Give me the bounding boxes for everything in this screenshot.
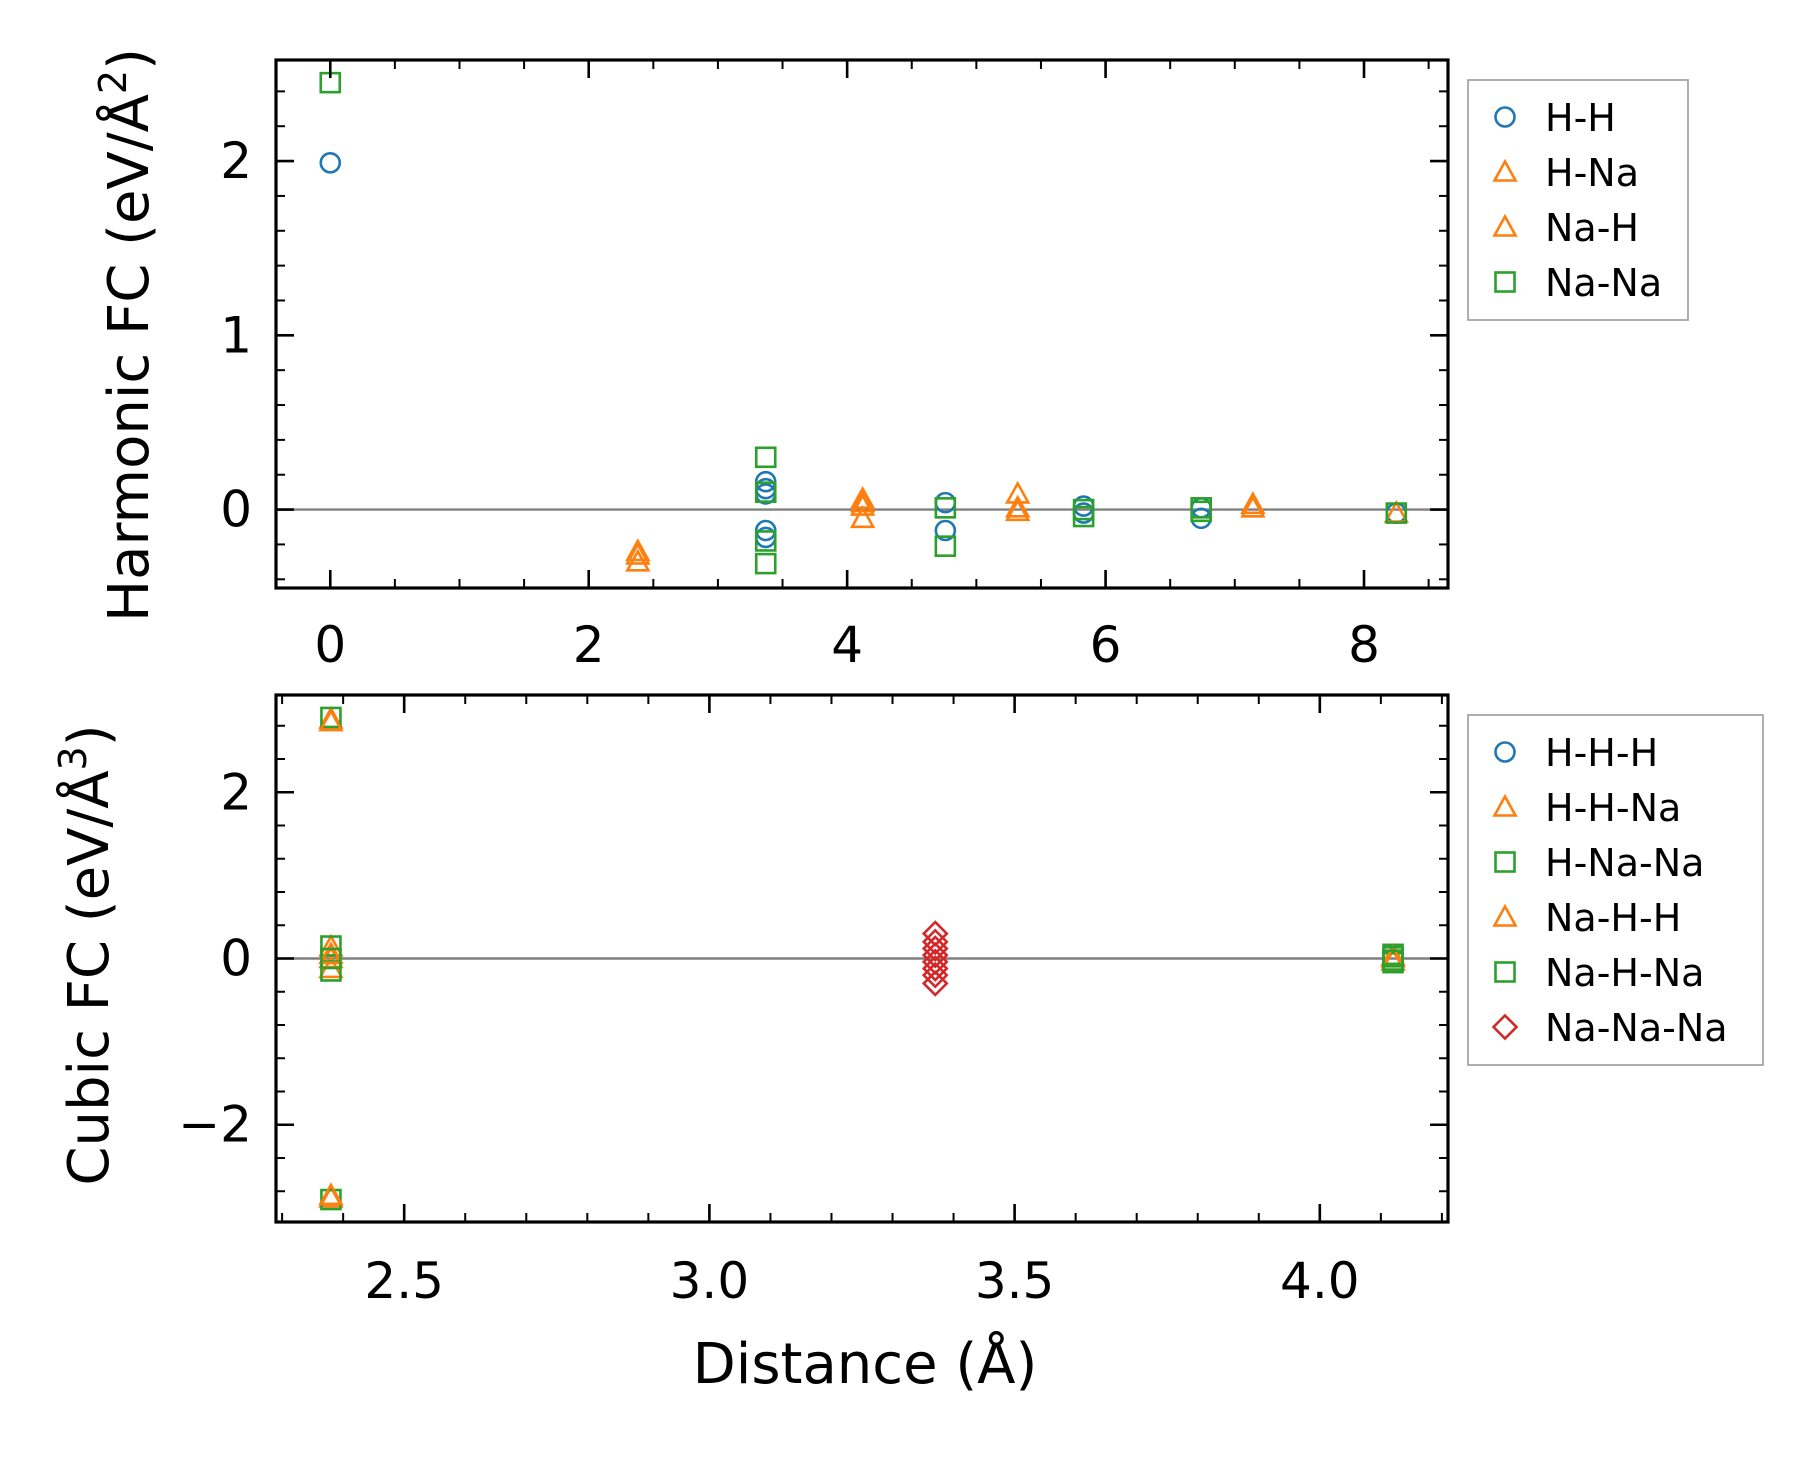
series-na-na-na: [921, 920, 949, 997]
x-tick-label: 6: [1090, 616, 1122, 674]
data-point: [320, 947, 342, 970]
data-point: [754, 446, 777, 469]
data-point: [318, 708, 344, 732]
data-point: [921, 970, 949, 997]
series-na-h: [625, 489, 1266, 565]
y-tick-label: 0: [220, 930, 252, 988]
data-point: [1382, 949, 1404, 971]
harmonic-fc-panel: 0 2 4 6 8 0 1 2 Harmonic FC (eV/Å2) H-H H-Na Na-H Na…: [91, 48, 1689, 674]
legend-marker: [1492, 793, 1518, 817]
data-point: [1240, 494, 1266, 518]
x-tick-label: 4: [831, 616, 863, 674]
legend-marker: [1494, 741, 1516, 763]
data-point: [921, 955, 949, 982]
plot-frame: [274, 58, 1450, 590]
data-point: [921, 941, 949, 969]
series-na-h-na: [320, 946, 1404, 971]
x-tick-label: 3.0: [670, 1252, 750, 1310]
data-point: [849, 492, 876, 516]
legend-marker: [1494, 271, 1516, 293]
data-point: [320, 960, 342, 982]
data-point: [625, 548, 651, 572]
data-point: [921, 935, 949, 962]
series-na-h-h: [318, 708, 1406, 1206]
legend-marker: [1492, 158, 1518, 182]
legend-marker: [1492, 213, 1518, 237]
data-point: [1240, 491, 1266, 515]
data-point: [921, 961, 949, 989]
legend-label: Na-H: [1545, 206, 1639, 250]
x-tick-label: 4.0: [1280, 1252, 1360, 1310]
data-point: [319, 152, 342, 174]
x-tick-label: 8: [1348, 616, 1380, 674]
data-point: [849, 489, 876, 513]
data-point: [1005, 494, 1031, 518]
data-point: [625, 541, 651, 565]
data-point: [934, 519, 957, 542]
data-point: [754, 530, 777, 552]
legend-label: H-H: [1545, 96, 1616, 140]
y-axis-label: Harmonic FC (eV/Å2): [91, 48, 162, 622]
y-tick-label: 1: [220, 306, 252, 364]
data-point: [625, 538, 651, 562]
data-point: [318, 941, 344, 965]
series-h-na: [625, 480, 1410, 572]
x-tick-label: 0: [314, 616, 346, 674]
legend-box: [1467, 714, 1764, 1066]
legend-label: Na-Na: [1545, 261, 1662, 305]
legend: H-H-H H-H-Na H-Na-Na Na-H-H Na-H-Na Na-Na-Na: [1467, 714, 1764, 1066]
data-point: [934, 497, 957, 519]
data-point: [320, 706, 342, 729]
legend-label: H-H-Na: [1545, 786, 1681, 830]
data-point: [1385, 502, 1408, 524]
legend-label: Na-H-Na: [1545, 951, 1704, 995]
data-point: [320, 935, 342, 957]
data-point: [849, 505, 876, 529]
data-point: [318, 1182, 344, 1206]
legend-marker: [1494, 851, 1516, 873]
legend-marker: [1492, 903, 1518, 927]
legend-box: [1467, 79, 1689, 321]
x-tick-label: 2.5: [364, 1252, 444, 1310]
y-tick-label: 2: [220, 132, 252, 190]
legend-label: H-H-H: [1545, 731, 1658, 775]
y-tick-label: 0: [220, 481, 252, 539]
x-tick-label: 3.5: [975, 1252, 1055, 1310]
series-na-na: [319, 71, 1408, 575]
data-point: [754, 552, 777, 575]
legend-label: Na-H-H: [1545, 896, 1681, 940]
legend-label: Na-Na-Na: [1545, 1006, 1728, 1050]
legend: H-H H-Na Na-H Na-Na: [1467, 79, 1689, 321]
legend-marker: [1491, 1013, 1519, 1041]
legend-label: H-Na-Na: [1545, 841, 1704, 885]
data-point: [1190, 500, 1212, 523]
x-axis-label: Distance (Å): [693, 1331, 1038, 1397]
data-point: [1005, 498, 1031, 522]
legend-marker: [1494, 961, 1516, 983]
legend-marker: [1494, 106, 1516, 128]
y-axis-label: Cubic FC (eV/Å3): [51, 724, 122, 1185]
data-point: [921, 928, 949, 956]
x-tick-label: 2: [573, 616, 605, 674]
legend-label: H-Na: [1545, 151, 1639, 195]
data-point: [1072, 505, 1095, 528]
y-tick-label: 2: [220, 763, 252, 821]
data-point: [754, 481, 777, 503]
data-point: [934, 535, 957, 557]
data-point: [921, 920, 949, 947]
y-tick-label: −2: [178, 1096, 252, 1154]
